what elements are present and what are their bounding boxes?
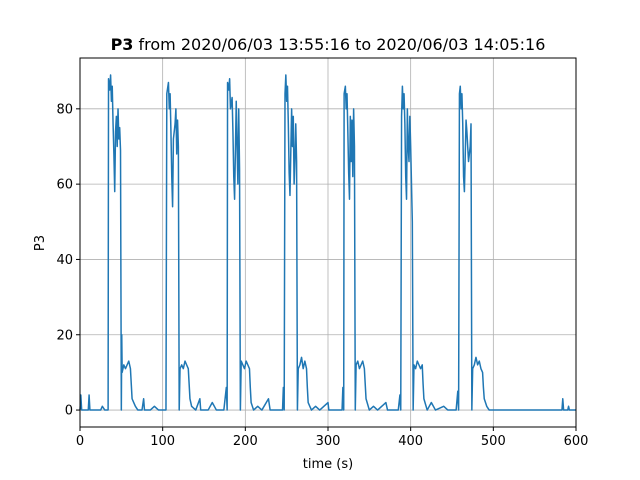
y-axis-label: P3 [33,235,48,251]
y-axis-ticks: 0 20 40 60 80 [56,102,80,419]
x-tick-label: 400 [398,434,423,449]
x-tick-label: 600 [564,434,589,449]
y-tick-label: 40 [56,253,73,268]
chart-title-rest: from 2020/06/03 13:55:16 to 2020/06/03 1… [133,35,545,54]
chart-title: P3 from 2020/06/03 13:55:16 to 2020/06/0… [111,35,546,54]
x-tick-label: 300 [316,434,341,449]
x-tick-label: 500 [481,434,506,449]
x-tick-label: 200 [233,434,258,449]
y-tick-label: 80 [56,102,73,117]
series-line [79,74,576,411]
y-tick-label: 0 [65,404,73,419]
y-tick-label: 60 [56,178,73,193]
series-layer [79,74,576,411]
x-tick-label: 100 [150,434,175,449]
x-axis-label: time (s) [303,457,353,472]
y-tick-label: 20 [56,328,73,343]
x-tick-label: 0 [76,434,84,449]
x-axis-ticks: 0 100 200 300 400 500 600 [76,427,589,449]
chart-title-bold: P3 [111,35,134,54]
